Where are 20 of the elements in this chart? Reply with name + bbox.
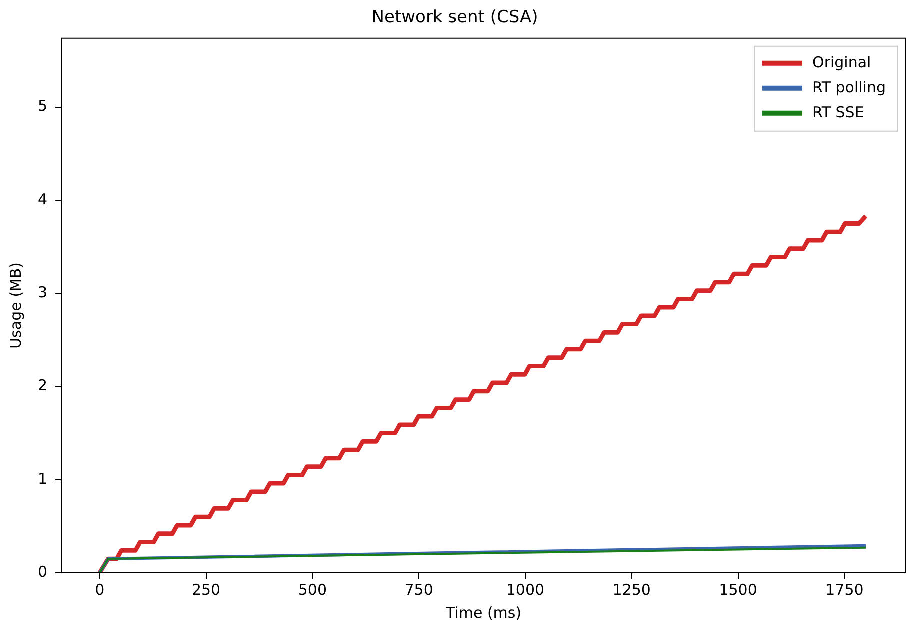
x-tick-label: 500 — [298, 580, 327, 599]
x-tick-label: 1750 — [826, 580, 864, 599]
x-tick-label: 1250 — [612, 580, 651, 599]
y-tick-label: 0 — [38, 562, 48, 581]
x-tick-label: 0 — [95, 580, 105, 599]
y-tick-label: 1 — [38, 470, 48, 488]
y-tick-label: 2 — [38, 376, 48, 395]
y-tick-label: 3 — [38, 283, 48, 302]
y-tick-label: 5 — [38, 97, 48, 116]
legend-label: Original — [812, 53, 872, 72]
x-tick-label: 1500 — [719, 580, 758, 599]
legend-label: RT SSE — [812, 103, 864, 122]
x-axis-title: Time (ms) — [444, 604, 522, 622]
y-axis-title: Usage (MB) — [6, 262, 25, 349]
x-tick-label: 1000 — [506, 580, 545, 599]
x-tick-label: 250 — [192, 580, 221, 599]
legend-label: RT polling — [812, 78, 886, 96]
y-tick-label: 4 — [38, 190, 48, 208]
x-tick-label: 750 — [404, 580, 434, 599]
chart-title: Network sent (CSA) — [372, 8, 538, 28]
